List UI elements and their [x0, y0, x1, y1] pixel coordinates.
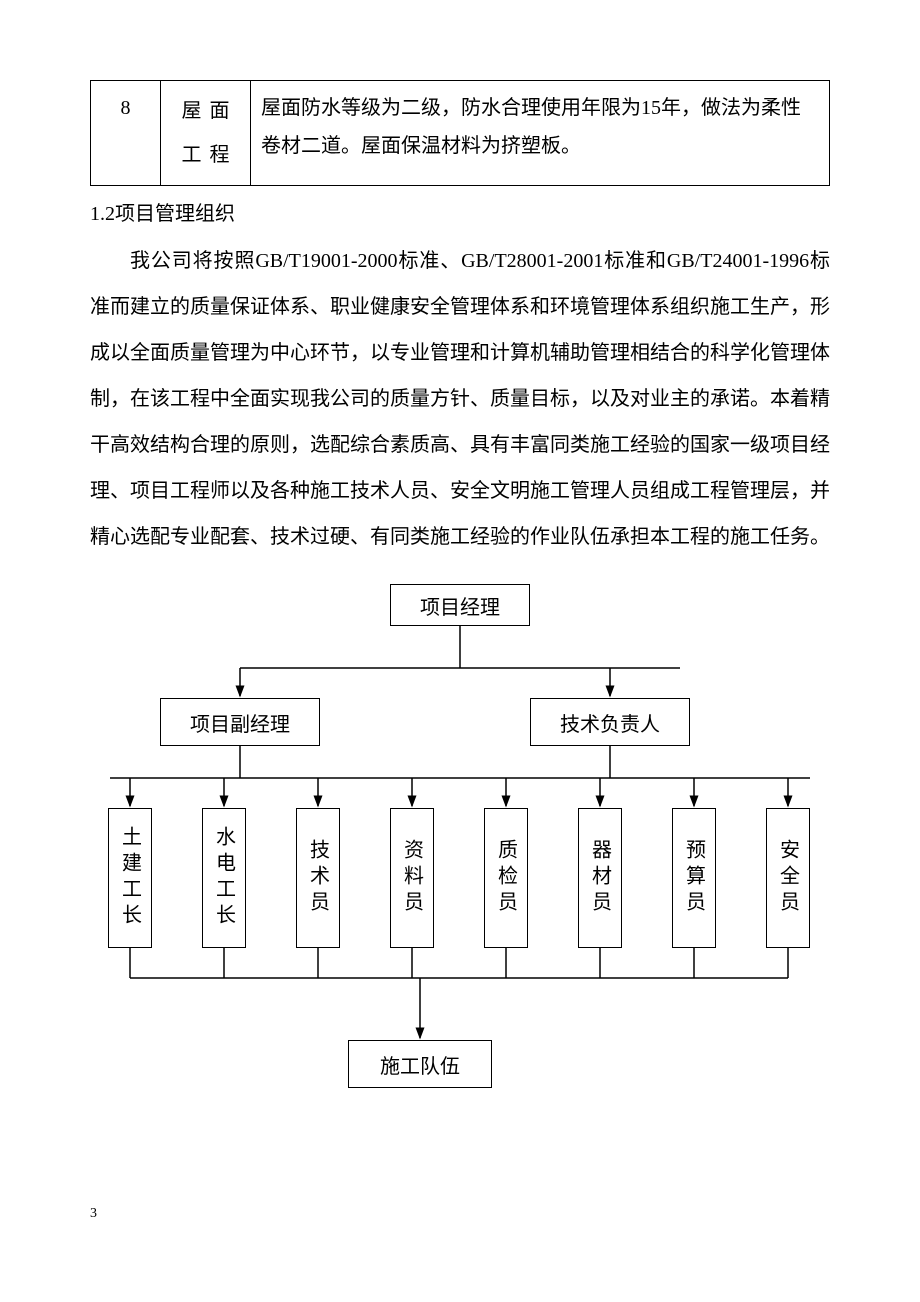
org-box-role-7: 安全员 [766, 808, 810, 948]
org-box-role-2: 技术员 [296, 808, 340, 948]
org-box-role-6: 预算员 [672, 808, 716, 948]
org-box-top: 项目经理 [390, 584, 530, 626]
table-cell-number: 8 [91, 81, 161, 185]
org-box-role-0: 土建工长 [108, 808, 152, 948]
org-box-deputy-manager: 项目副经理 [160, 698, 320, 746]
org-box-role-3: 资料员 [390, 808, 434, 948]
org-box-role-4: 质检员 [484, 808, 528, 948]
org-box-role-1: 水电工长 [202, 808, 246, 948]
page-number: 3 [90, 1206, 97, 1222]
table-row: 8 屋面 工程 屋面防水等级为二级，防水合理使用年限为15年，做法为柔性卷材二道… [90, 80, 830, 186]
org-chart: 项目经理 项目副经理 技术负责人 土建工长 水电工长 技术员 资料员 质检员 器… [90, 578, 830, 1118]
table-name-text: 屋面 工程 [182, 89, 238, 177]
body-paragraph: 我公司将按照GB/T19001-2000标准、GB/T28001-2001标准和… [90, 238, 830, 560]
org-box-tech-lead: 技术负责人 [530, 698, 690, 746]
org-box-role-5: 器材员 [578, 808, 622, 948]
org-chart-connectors [90, 578, 830, 1118]
table-cell-name: 屋面 工程 [161, 81, 251, 185]
section-heading: 1.2项目管理组织 [90, 194, 830, 234]
table-cell-description: 屋面防水等级为二级，防水合理使用年限为15年，做法为柔性卷材二道。屋面保温材料为… [251, 81, 829, 185]
org-box-bottom: 施工队伍 [348, 1040, 492, 1088]
